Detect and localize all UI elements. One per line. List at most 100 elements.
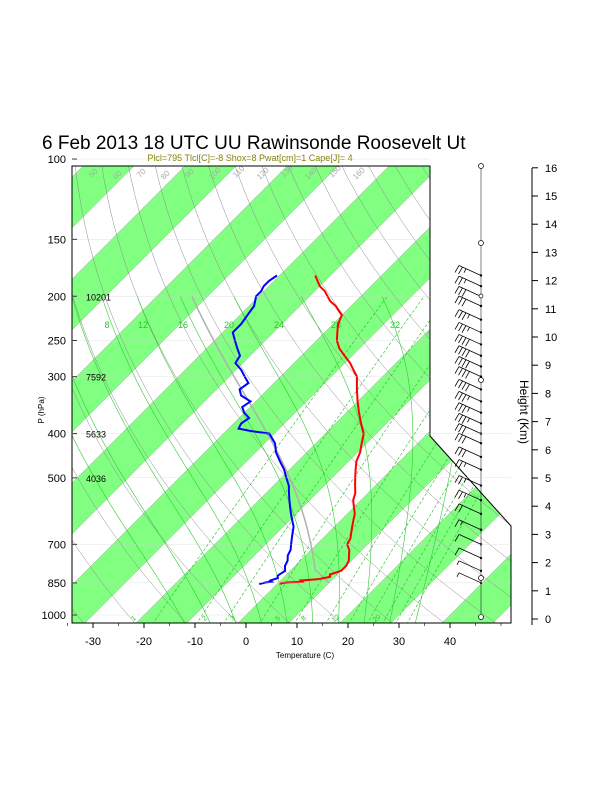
temperature-tick-label: -20 — [136, 636, 152, 648]
isotherm-line — [336, 166, 511, 623]
isotherm-band — [72, 166, 356, 623]
wind-barb-dot — [479, 484, 483, 487]
wind-barb-shaft — [458, 379, 482, 390]
moist-adiabat-line — [300, 296, 373, 623]
wind-barb-feather — [461, 337, 467, 345]
wind-barb-dot — [479, 556, 483, 560]
moist-adiabat-line — [72, 296, 212, 623]
wind-barb-feather — [458, 287, 463, 296]
parcel-trace — [191, 295, 330, 584]
wind-barb-shaft — [458, 489, 482, 501]
wind-barb-shaft — [458, 285, 482, 297]
dry-adiabat-line — [550, 159, 612, 625]
wind-barb-feather — [458, 491, 463, 499]
wind-barb-half-feather — [467, 396, 470, 401]
moist-adiabat-line — [179, 296, 314, 623]
wind-barb-shaft — [458, 572, 482, 584]
wind-barb-shaft — [458, 322, 482, 333]
wind-barb-shaft — [458, 391, 482, 402]
wind-barb-dot — [479, 468, 483, 471]
wind-barb-feather — [461, 325, 467, 333]
temperature-trace — [279, 275, 365, 585]
mixing-ratio-label: 24 — [274, 320, 284, 330]
mixing-ratio-label: 28 — [331, 320, 341, 330]
wind-barb-dot — [479, 284, 483, 288]
wind-barb-half-feather — [463, 478, 467, 483]
wind-barb-feather — [458, 404, 463, 412]
dry-adiabat-line — [285, 166, 511, 623]
temperature-tick-label: -10 — [187, 636, 203, 648]
wind-barb-shaft — [458, 534, 482, 545]
wind-barb-feather — [458, 448, 463, 456]
isotherm-band — [132, 166, 511, 623]
wind-barb-dot — [479, 343, 483, 346]
pressure-tick-label: 500 — [48, 473, 66, 485]
mixing-ratio-label: 20 — [372, 614, 383, 624]
mixing-ratio-label: 32 — [390, 320, 400, 330]
height-tick-label: 4 — [545, 501, 551, 513]
wind-barb-dot — [479, 569, 483, 573]
mixing-ratio-line — [293, 296, 507, 623]
isotherm-band — [336, 166, 511, 623]
height-annotation: 7592 — [86, 373, 106, 383]
height-tick-label: 9 — [545, 360, 551, 372]
wind-barb-half-feather — [467, 407, 470, 412]
wind-level-marker — [478, 575, 484, 581]
isotherm-band — [72, 166, 254, 623]
wind-barb-feather — [461, 359, 467, 367]
wind-barb-feather — [458, 414, 463, 423]
moist-adiabat-line — [72, 296, 237, 623]
wind-barb-feather — [458, 434, 463, 443]
wind-barb-dot — [479, 318, 483, 321]
wind-barb-shaft — [458, 423, 482, 434]
height-tick-label: 3 — [545, 529, 551, 541]
isotherm-line — [72, 166, 509, 623]
isotherm-line — [387, 166, 511, 623]
wind-barb-feather — [458, 347, 463, 355]
moist-adiabat-line — [72, 296, 186, 623]
temperature-tick-label: 0 — [243, 636, 249, 648]
height-tick-label: 2 — [545, 558, 551, 570]
height-tick-label: 11 — [545, 304, 556, 316]
wind-barb-dot — [479, 528, 483, 531]
wind-barb-shaft — [458, 503, 482, 515]
x-axis-label: Temperature (C) — [276, 651, 335, 660]
wind-barb-shaft — [458, 309, 482, 321]
temperature-tick-label: 20 — [342, 636, 354, 648]
isotherm-line — [72, 166, 407, 623]
temperature-axis: -30 -20 -10 0 10 20 30 40 — [67, 623, 502, 648]
moist-adiabats — [72, 296, 466, 623]
wind-barb-half-feather — [463, 268, 467, 273]
wind-barb-feather — [461, 289, 467, 297]
dry-adiabat-line — [72, 166, 137, 623]
wind-barb-feather — [454, 519, 460, 527]
wind-barb-feather — [465, 371, 470, 379]
temperature-tick-label: -30 — [85, 636, 101, 648]
height-annotation: 5633 — [86, 430, 106, 440]
wind-barb-half-feather — [460, 521, 463, 526]
wind-barb-feather — [458, 277, 463, 285]
mixing-ratio-label: 2 — [201, 615, 209, 623]
wind-barb-feather — [461, 312, 467, 321]
dry-adiabat-label: 20 — [429, 264, 443, 278]
wind-barb-dot — [479, 422, 483, 425]
dry-adiabat-line — [72, 166, 292, 623]
wind-barb-shaft — [458, 432, 482, 444]
pressure-tick-label: 250 — [48, 336, 66, 348]
pressure-tick-label: 850 — [48, 578, 66, 590]
wind-barb-shaft — [458, 275, 482, 287]
wind-barb-shaft — [458, 402, 482, 414]
dry-adiabat-line — [523, 159, 612, 625]
wind-barb-dot — [479, 331, 483, 334]
wind-barb-dot — [479, 354, 483, 357]
dewpoint-trace — [231, 274, 295, 585]
dry-adiabat-label: 30 — [429, 202, 443, 216]
dry-adiabat-line — [0, 159, 33, 625]
wind-barb-feather — [454, 309, 460, 317]
wind-barb-dot — [479, 388, 483, 391]
pressure-tick-label: 700 — [48, 539, 66, 551]
wind-barb-feather — [461, 405, 467, 414]
height-tick-label: 7 — [545, 417, 551, 429]
wind-barb-shaft — [458, 446, 482, 458]
wind-barb-half-feather — [456, 572, 460, 578]
